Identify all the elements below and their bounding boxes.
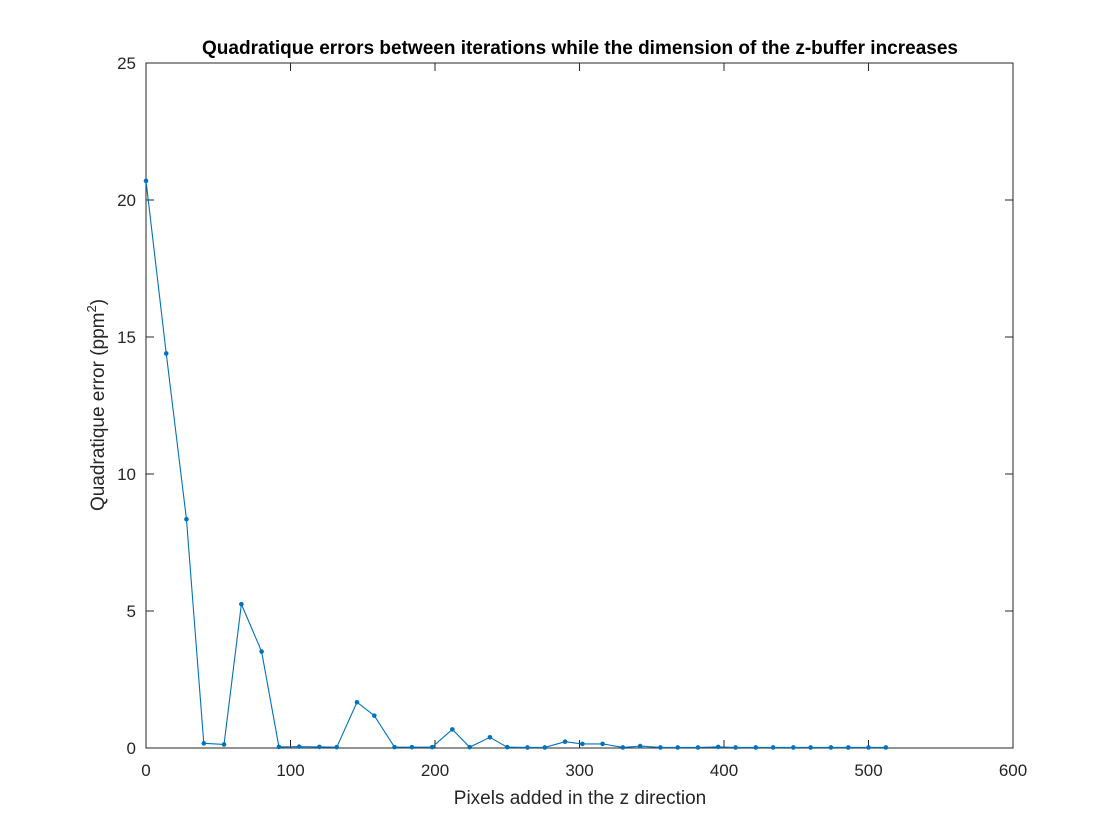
x-tick-label: 500 [854, 761, 882, 780]
series-line [145, 180, 886, 749]
data-point [733, 745, 738, 750]
y-tick-label: 0 [127, 739, 136, 758]
data-point [808, 745, 813, 750]
data-point [542, 745, 548, 750]
data-point [184, 516, 189, 522]
data-point [392, 744, 397, 750]
data-point [409, 744, 415, 750]
x-axis-label: Pixels added in the z direction [454, 788, 706, 809]
data-point [675, 745, 681, 750]
x-tick-label: 200 [421, 761, 449, 780]
data-point [354, 699, 360, 705]
x-tick-label: 0 [141, 761, 150, 780]
x-tick-label: 100 [276, 761, 304, 780]
data-point [143, 178, 149, 184]
data-point [276, 744, 282, 750]
y-tick-label: 10 [117, 465, 136, 484]
data-point [637, 743, 643, 749]
plot-area: 0 100 200 300 400 500 600 0 5 10 15 20 25 [117, 54, 1027, 780]
data-point [600, 741, 605, 747]
data-point [620, 745, 626, 750]
data-point [866, 745, 871, 750]
data-point [580, 741, 585, 747]
data-point [753, 745, 759, 750]
data-point [201, 741, 207, 746]
y-axis-label-suffix: ) [88, 299, 109, 305]
data-point [259, 649, 264, 654]
data-point [450, 727, 455, 732]
y-axis-label-text: Quadratique error (ppm [88, 313, 109, 512]
data-point [296, 744, 302, 749]
data-point [467, 744, 472, 750]
x-axis-ticks: 0 100 200 300 400 500 600 [141, 63, 1027, 780]
data-point [429, 744, 435, 750]
x-tick-label: 300 [565, 761, 593, 780]
chart-title: Quadratique errors between iterations wh… [202, 38, 958, 59]
y-axis-label-superscript: 2 [84, 305, 99, 312]
data-point [239, 601, 244, 607]
data-point [715, 744, 721, 750]
data-point [791, 745, 796, 750]
y-tick-label: 15 [117, 328, 136, 347]
x-tick-label: 600 [999, 761, 1027, 780]
data-point [372, 713, 377, 718]
data-point [525, 745, 530, 750]
series-layer [143, 178, 889, 750]
y-tick-label: 25 [117, 54, 136, 73]
x-tick-label: 400 [710, 761, 738, 780]
data-point [828, 745, 834, 750]
data-point [658, 745, 663, 750]
y-tick-label: 20 [117, 191, 136, 210]
data-point [163, 351, 169, 356]
data-point [504, 744, 510, 750]
data-point [562, 739, 568, 744]
data-point [334, 744, 340, 750]
data-point [317, 744, 322, 750]
data-point [883, 745, 889, 750]
y-tick-label: 5 [127, 602, 136, 621]
y-axis-ticks: 0 5 10 15 20 25 [117, 54, 1013, 758]
data-point [487, 735, 493, 740]
data-point [845, 745, 851, 750]
y-axis-label: Quadratique error (ppm2) [84, 299, 109, 511]
data-point [221, 742, 227, 747]
data-point [770, 745, 776, 750]
data-point [695, 745, 701, 750]
